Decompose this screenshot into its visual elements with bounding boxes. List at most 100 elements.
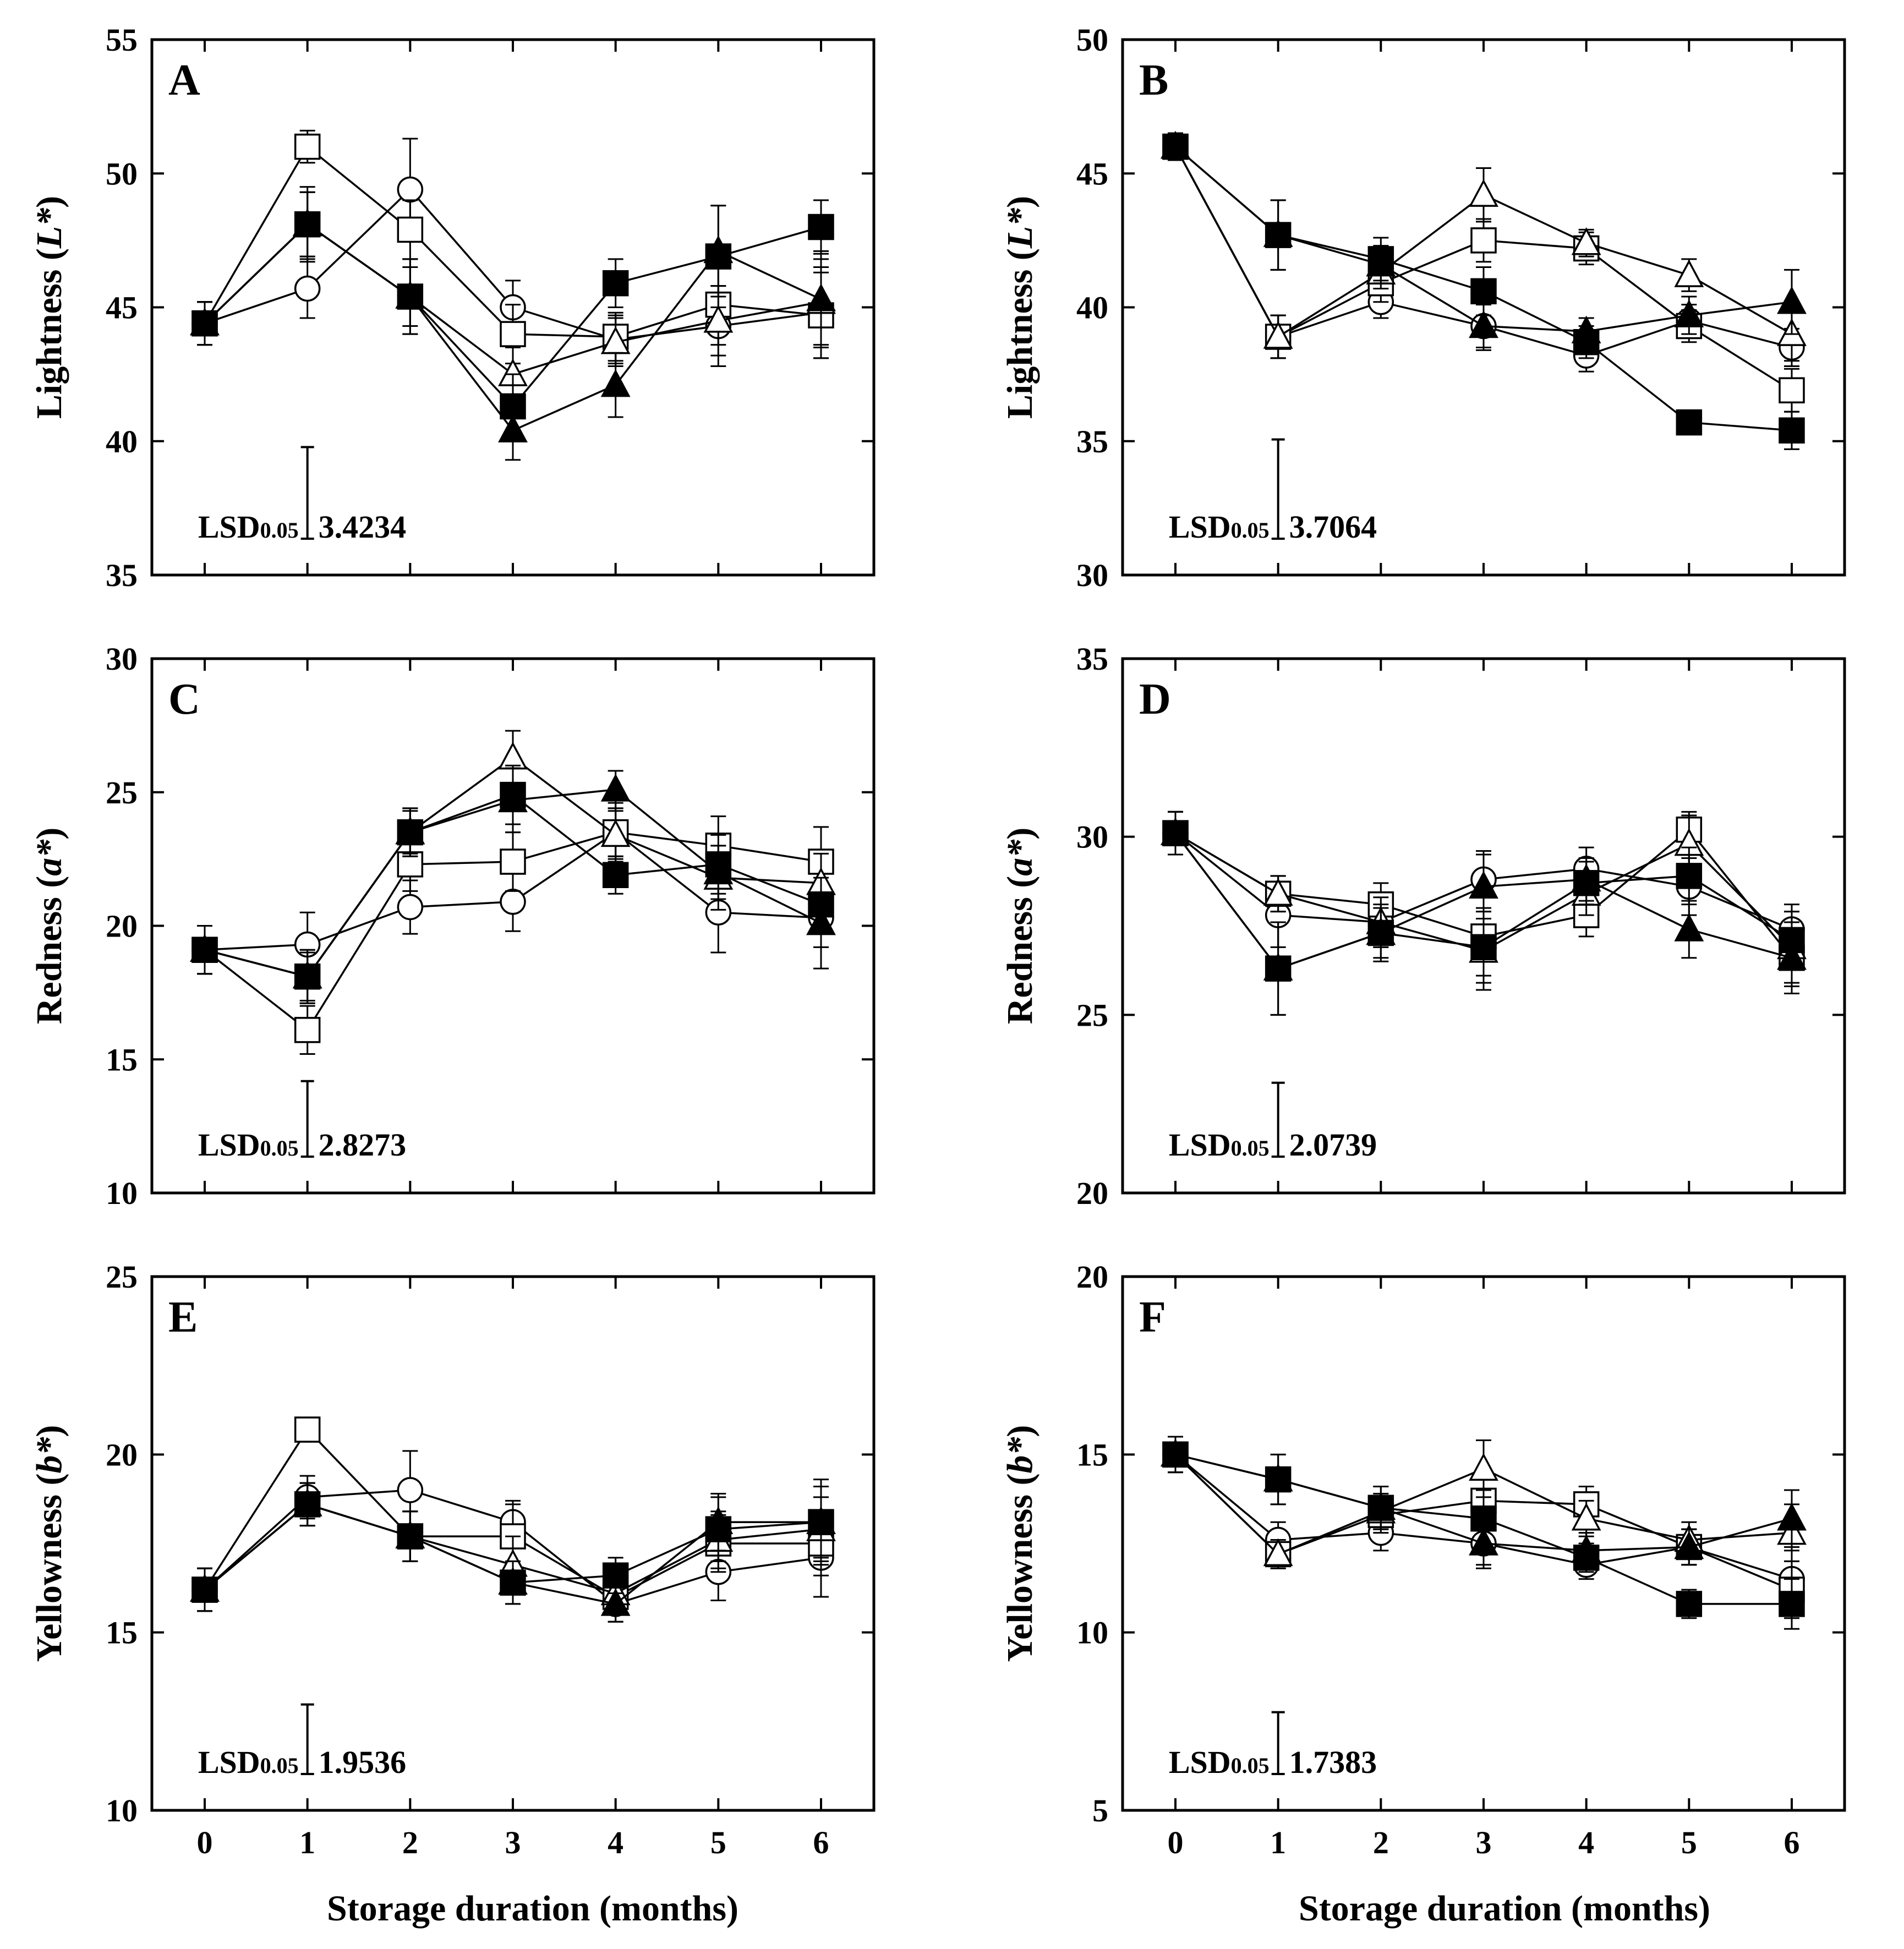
data-point bbox=[1470, 278, 1497, 305]
y-tick-label: 25 bbox=[1076, 997, 1108, 1033]
y-axis-title-main: Yellowness ( bbox=[1000, 1474, 1040, 1662]
y-axis-title-variable: b* bbox=[29, 1437, 69, 1474]
data-point bbox=[1674, 299, 1704, 327]
x-axis-title-left: Storage duration (months) bbox=[327, 1888, 738, 1929]
data-point bbox=[1263, 878, 1293, 906]
data-point bbox=[294, 1017, 321, 1043]
y-tick-label: 45 bbox=[1076, 156, 1108, 191]
y-tick-label: 40 bbox=[1076, 290, 1108, 326]
y-axis-title-end: ) bbox=[1000, 828, 1040, 840]
data-point bbox=[600, 369, 631, 397]
lsd-label: LSD0.05 bbox=[1169, 1127, 1270, 1163]
y-tick-label: 10 bbox=[1076, 1615, 1108, 1651]
data-point bbox=[600, 774, 631, 802]
lsd-label: LSD0.05 bbox=[1169, 1744, 1270, 1780]
y-tick-label: 35 bbox=[1076, 641, 1108, 677]
data-point bbox=[600, 819, 631, 847]
data-point bbox=[1469, 871, 1498, 899]
data-point bbox=[294, 133, 321, 160]
data-point bbox=[395, 816, 425, 845]
y-axis-title-end: ) bbox=[29, 196, 69, 208]
series-filled-triangle bbox=[1161, 811, 1807, 1016]
y-tick-label: 20 bbox=[1076, 1259, 1108, 1295]
data-point bbox=[190, 934, 220, 962]
data-point bbox=[397, 176, 424, 203]
data-point bbox=[1469, 310, 1498, 338]
y-axis-title-end: ) bbox=[29, 828, 69, 840]
data-point bbox=[292, 208, 322, 237]
data-point bbox=[703, 1506, 734, 1534]
data-point bbox=[1674, 913, 1704, 941]
lsd-label-subscript: 0.05 bbox=[260, 1136, 299, 1160]
x-tick-label: 6 bbox=[813, 1825, 829, 1860]
lsd-value: 2.0739 bbox=[1289, 1127, 1377, 1163]
data-point bbox=[1779, 1591, 1805, 1617]
data-point bbox=[1161, 130, 1190, 159]
y-axis-title-end: ) bbox=[29, 1425, 69, 1437]
y-tick-label: 50 bbox=[106, 156, 138, 191]
lsd-label-prefix: LSD bbox=[198, 509, 260, 545]
y-tick-label: 35 bbox=[106, 557, 138, 593]
y-axis-title-variable: L* bbox=[1000, 207, 1040, 249]
y-tick-label: 25 bbox=[106, 1259, 138, 1295]
lsd-label-prefix: LSD bbox=[1169, 1127, 1231, 1163]
y-tick-label: 20 bbox=[106, 908, 138, 944]
y-tick-label: 30 bbox=[1076, 819, 1108, 855]
data-point bbox=[602, 270, 629, 297]
panel-e: 10 15 20 25 0 1 2 3 4 5 6 Yellowness (b*) E LSD0.05 1.… bbox=[29, 1259, 876, 1860]
y-axis-title-main: Lightness ( bbox=[29, 248, 69, 419]
data-point bbox=[703, 305, 734, 333]
data-point bbox=[1469, 1453, 1498, 1481]
data-point bbox=[1470, 934, 1497, 961]
data-point bbox=[1571, 227, 1601, 255]
y-tick-label: 10 bbox=[106, 1175, 138, 1211]
series-filled-triangle bbox=[190, 191, 836, 461]
lsd-label-subscript: 0.05 bbox=[260, 518, 299, 543]
y-axis-title-variable: a* bbox=[29, 839, 69, 876]
data-point bbox=[1263, 952, 1293, 981]
x-tick-label: 1 bbox=[1270, 1825, 1286, 1860]
y-tick-label: 40 bbox=[106, 424, 138, 459]
data-point bbox=[500, 321, 526, 347]
x-tick-label: 5 bbox=[710, 1825, 726, 1860]
x-tick-label: 3 bbox=[1476, 1825, 1492, 1860]
data-point bbox=[498, 1567, 528, 1595]
lsd-label-subscript: 0.05 bbox=[260, 1753, 299, 1778]
data-point bbox=[395, 1520, 425, 1548]
panel-b: 30 35 40 45 50 Lightness (L*) B LSD0.05 3.7064 bbox=[1000, 22, 1846, 593]
y-tick-label: 20 bbox=[106, 1437, 138, 1472]
data-point bbox=[806, 283, 836, 311]
y-axis-title-main: Lightness ( bbox=[1000, 248, 1040, 419]
y-axis-title-main: Redness ( bbox=[29, 876, 69, 1025]
data-point bbox=[1676, 863, 1703, 889]
data-point bbox=[294, 1416, 321, 1443]
data-point bbox=[1571, 863, 1601, 892]
lsd-label-subscript: 0.05 bbox=[1231, 1753, 1270, 1778]
y-axis-title-end: ) bbox=[1000, 1425, 1040, 1437]
data-point bbox=[190, 307, 220, 336]
data-point bbox=[397, 1477, 424, 1503]
panel-d: 20 25 30 35 Redness (a*) D LSD0.05 2.0739 bbox=[1000, 641, 1846, 1211]
x-axis-title-right: Storage duration (months) bbox=[1299, 1888, 1710, 1929]
lsd-value: 1.9536 bbox=[319, 1744, 407, 1780]
data-point bbox=[292, 961, 322, 989]
data-point bbox=[1674, 259, 1704, 287]
data-point bbox=[1263, 1463, 1293, 1492]
data-point bbox=[703, 856, 734, 885]
panel-label: D bbox=[1139, 675, 1171, 724]
data-point bbox=[1469, 179, 1498, 207]
series-filled-triangle bbox=[1161, 130, 1807, 351]
data-point bbox=[1571, 1503, 1601, 1531]
data-point bbox=[1676, 409, 1703, 436]
x-tick-label: 4 bbox=[1578, 1825, 1594, 1860]
series-open-square bbox=[192, 129, 834, 365]
data-point bbox=[500, 848, 526, 875]
panel-label: C bbox=[168, 675, 200, 724]
x-tick-label: 1 bbox=[299, 1825, 315, 1860]
data-point bbox=[602, 862, 629, 889]
panel-label: B bbox=[1139, 56, 1168, 105]
series-filled-triangle bbox=[190, 767, 836, 1004]
x-tick-label: 2 bbox=[402, 1825, 418, 1860]
data-point bbox=[395, 281, 425, 309]
lsd-value: 2.8273 bbox=[319, 1127, 407, 1163]
